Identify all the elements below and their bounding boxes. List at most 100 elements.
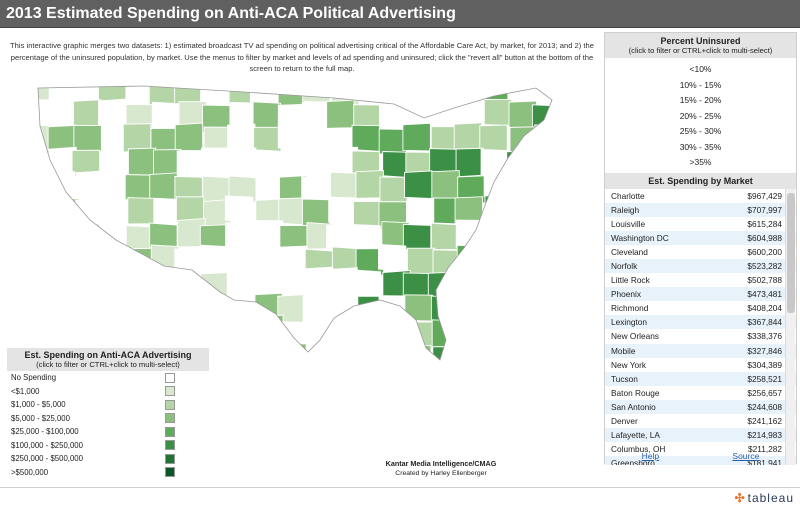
market-row[interactable]: Richmond $408,204 (605, 301, 796, 316)
market-region[interactable] (534, 293, 562, 321)
market-region[interactable] (428, 102, 457, 131)
market-region[interactable] (277, 78, 307, 106)
market-region[interactable] (202, 317, 231, 345)
market-region[interactable] (453, 78, 482, 104)
market-region[interactable] (560, 78, 584, 102)
market-region[interactable] (98, 172, 128, 202)
market-region[interactable] (534, 151, 562, 180)
market-region[interactable] (174, 248, 203, 277)
market-region[interactable] (430, 295, 460, 323)
market-row[interactable]: Phoenix $473,481 (605, 287, 796, 302)
market-region[interactable] (227, 123, 256, 152)
market-region[interactable] (49, 78, 78, 106)
market-region[interactable] (226, 294, 255, 322)
market-region[interactable] (534, 175, 562, 204)
market-region[interactable] (484, 195, 513, 223)
market-region[interactable] (24, 248, 50, 277)
market-region[interactable] (379, 176, 408, 204)
market-region[interactable] (27, 224, 55, 252)
market-region[interactable] (508, 269, 537, 297)
market-region[interactable] (531, 104, 559, 132)
market-region[interactable] (123, 320, 152, 348)
market-region[interactable] (102, 198, 131, 226)
market-region[interactable] (453, 269, 482, 297)
market-region[interactable] (304, 266, 334, 297)
market-region[interactable] (277, 122, 307, 150)
market-region[interactable] (380, 321, 409, 349)
market-region[interactable] (303, 126, 332, 156)
market-row[interactable]: Lexington $367,844 (605, 315, 796, 330)
tableau-logo[interactable]: ✣ tableau (735, 491, 794, 505)
market-region[interactable] (150, 318, 179, 347)
market-region[interactable] (453, 122, 483, 151)
market-region[interactable] (97, 245, 127, 274)
market-row[interactable]: San Antonio $244,608 (605, 399, 796, 414)
market-region[interactable] (481, 292, 511, 323)
uninsured-option[interactable]: 25% - 30% (679, 126, 722, 136)
market-region[interactable] (326, 99, 355, 129)
market-row[interactable]: Cleveland $600,200 (605, 244, 796, 259)
market-region[interactable] (432, 249, 461, 277)
market-region[interactable] (122, 123, 152, 153)
legend-item[interactable]: $5,000 - $25,000 (7, 412, 209, 426)
market-region[interactable] (100, 273, 129, 303)
market-region[interactable] (201, 147, 230, 175)
uninsured-option[interactable]: 20% - 25% (679, 110, 722, 121)
market-region[interactable] (404, 170, 433, 200)
market-region[interactable] (559, 293, 584, 319)
market-region[interactable] (24, 316, 51, 347)
market-region[interactable] (529, 222, 557, 252)
market-region[interactable] (481, 268, 511, 299)
market-region[interactable] (456, 244, 486, 274)
market-region[interactable] (305, 340, 335, 368)
market-region[interactable] (506, 151, 535, 180)
market-region[interactable] (534, 124, 562, 152)
market-region[interactable] (226, 268, 256, 298)
market-region[interactable] (533, 318, 561, 346)
market-region[interactable] (127, 292, 157, 321)
market-row[interactable]: New Orleans $338,376 (605, 329, 796, 344)
market-region[interactable] (24, 99, 52, 127)
market-region[interactable] (509, 294, 539, 322)
market-row[interactable]: Columbus, OH $211,282 (605, 442, 796, 457)
market-region[interactable] (46, 291, 75, 321)
market-region[interactable] (483, 98, 513, 126)
market-region[interactable] (49, 245, 78, 274)
scrollbar-thumb[interactable] (787, 192, 795, 313)
market-region[interactable] (378, 101, 408, 129)
market-region[interactable] (556, 152, 583, 178)
market-row[interactable]: Baton Rouge $256,657 (605, 385, 796, 400)
market-region[interactable] (330, 171, 359, 199)
market-region[interactable] (455, 147, 484, 178)
market-region[interactable] (479, 220, 508, 250)
market-region[interactable] (561, 221, 584, 249)
legend-item[interactable]: $25,000 - $100,000 (7, 425, 209, 439)
market-region[interactable] (483, 315, 512, 346)
market-row[interactable]: Washington DC $604,988 (605, 230, 796, 245)
market-region[interactable] (225, 220, 254, 250)
market-region[interactable] (453, 294, 483, 322)
market-region[interactable] (73, 99, 102, 130)
market-region[interactable] (352, 269, 381, 299)
market-region[interactable] (402, 223, 432, 252)
legend-item[interactable]: $1,000 - $5,000 (7, 398, 209, 412)
uninsured-option[interactable]: >35% (689, 157, 712, 167)
market-region[interactable] (24, 149, 51, 179)
market-row[interactable]: Raleigh $707,997 (605, 202, 796, 217)
market-region[interactable] (253, 149, 282, 177)
scrollbar[interactable] (785, 188, 795, 465)
market-row[interactable]: Greensboro $181,941 (605, 456, 796, 465)
market-region[interactable] (76, 247, 105, 275)
market-region[interactable] (509, 220, 538, 249)
market-region[interactable] (302, 78, 331, 104)
market-region[interactable] (73, 124, 102, 153)
market-region[interactable] (352, 224, 381, 253)
market-region[interactable] (406, 247, 436, 275)
market-region[interactable] (302, 295, 332, 324)
market-region[interactable] (454, 317, 483, 345)
market-region[interactable] (74, 319, 103, 350)
market-region[interactable] (225, 316, 254, 344)
market-region[interactable] (253, 345, 283, 368)
market-region[interactable] (353, 200, 382, 229)
market-region[interactable] (407, 321, 437, 349)
